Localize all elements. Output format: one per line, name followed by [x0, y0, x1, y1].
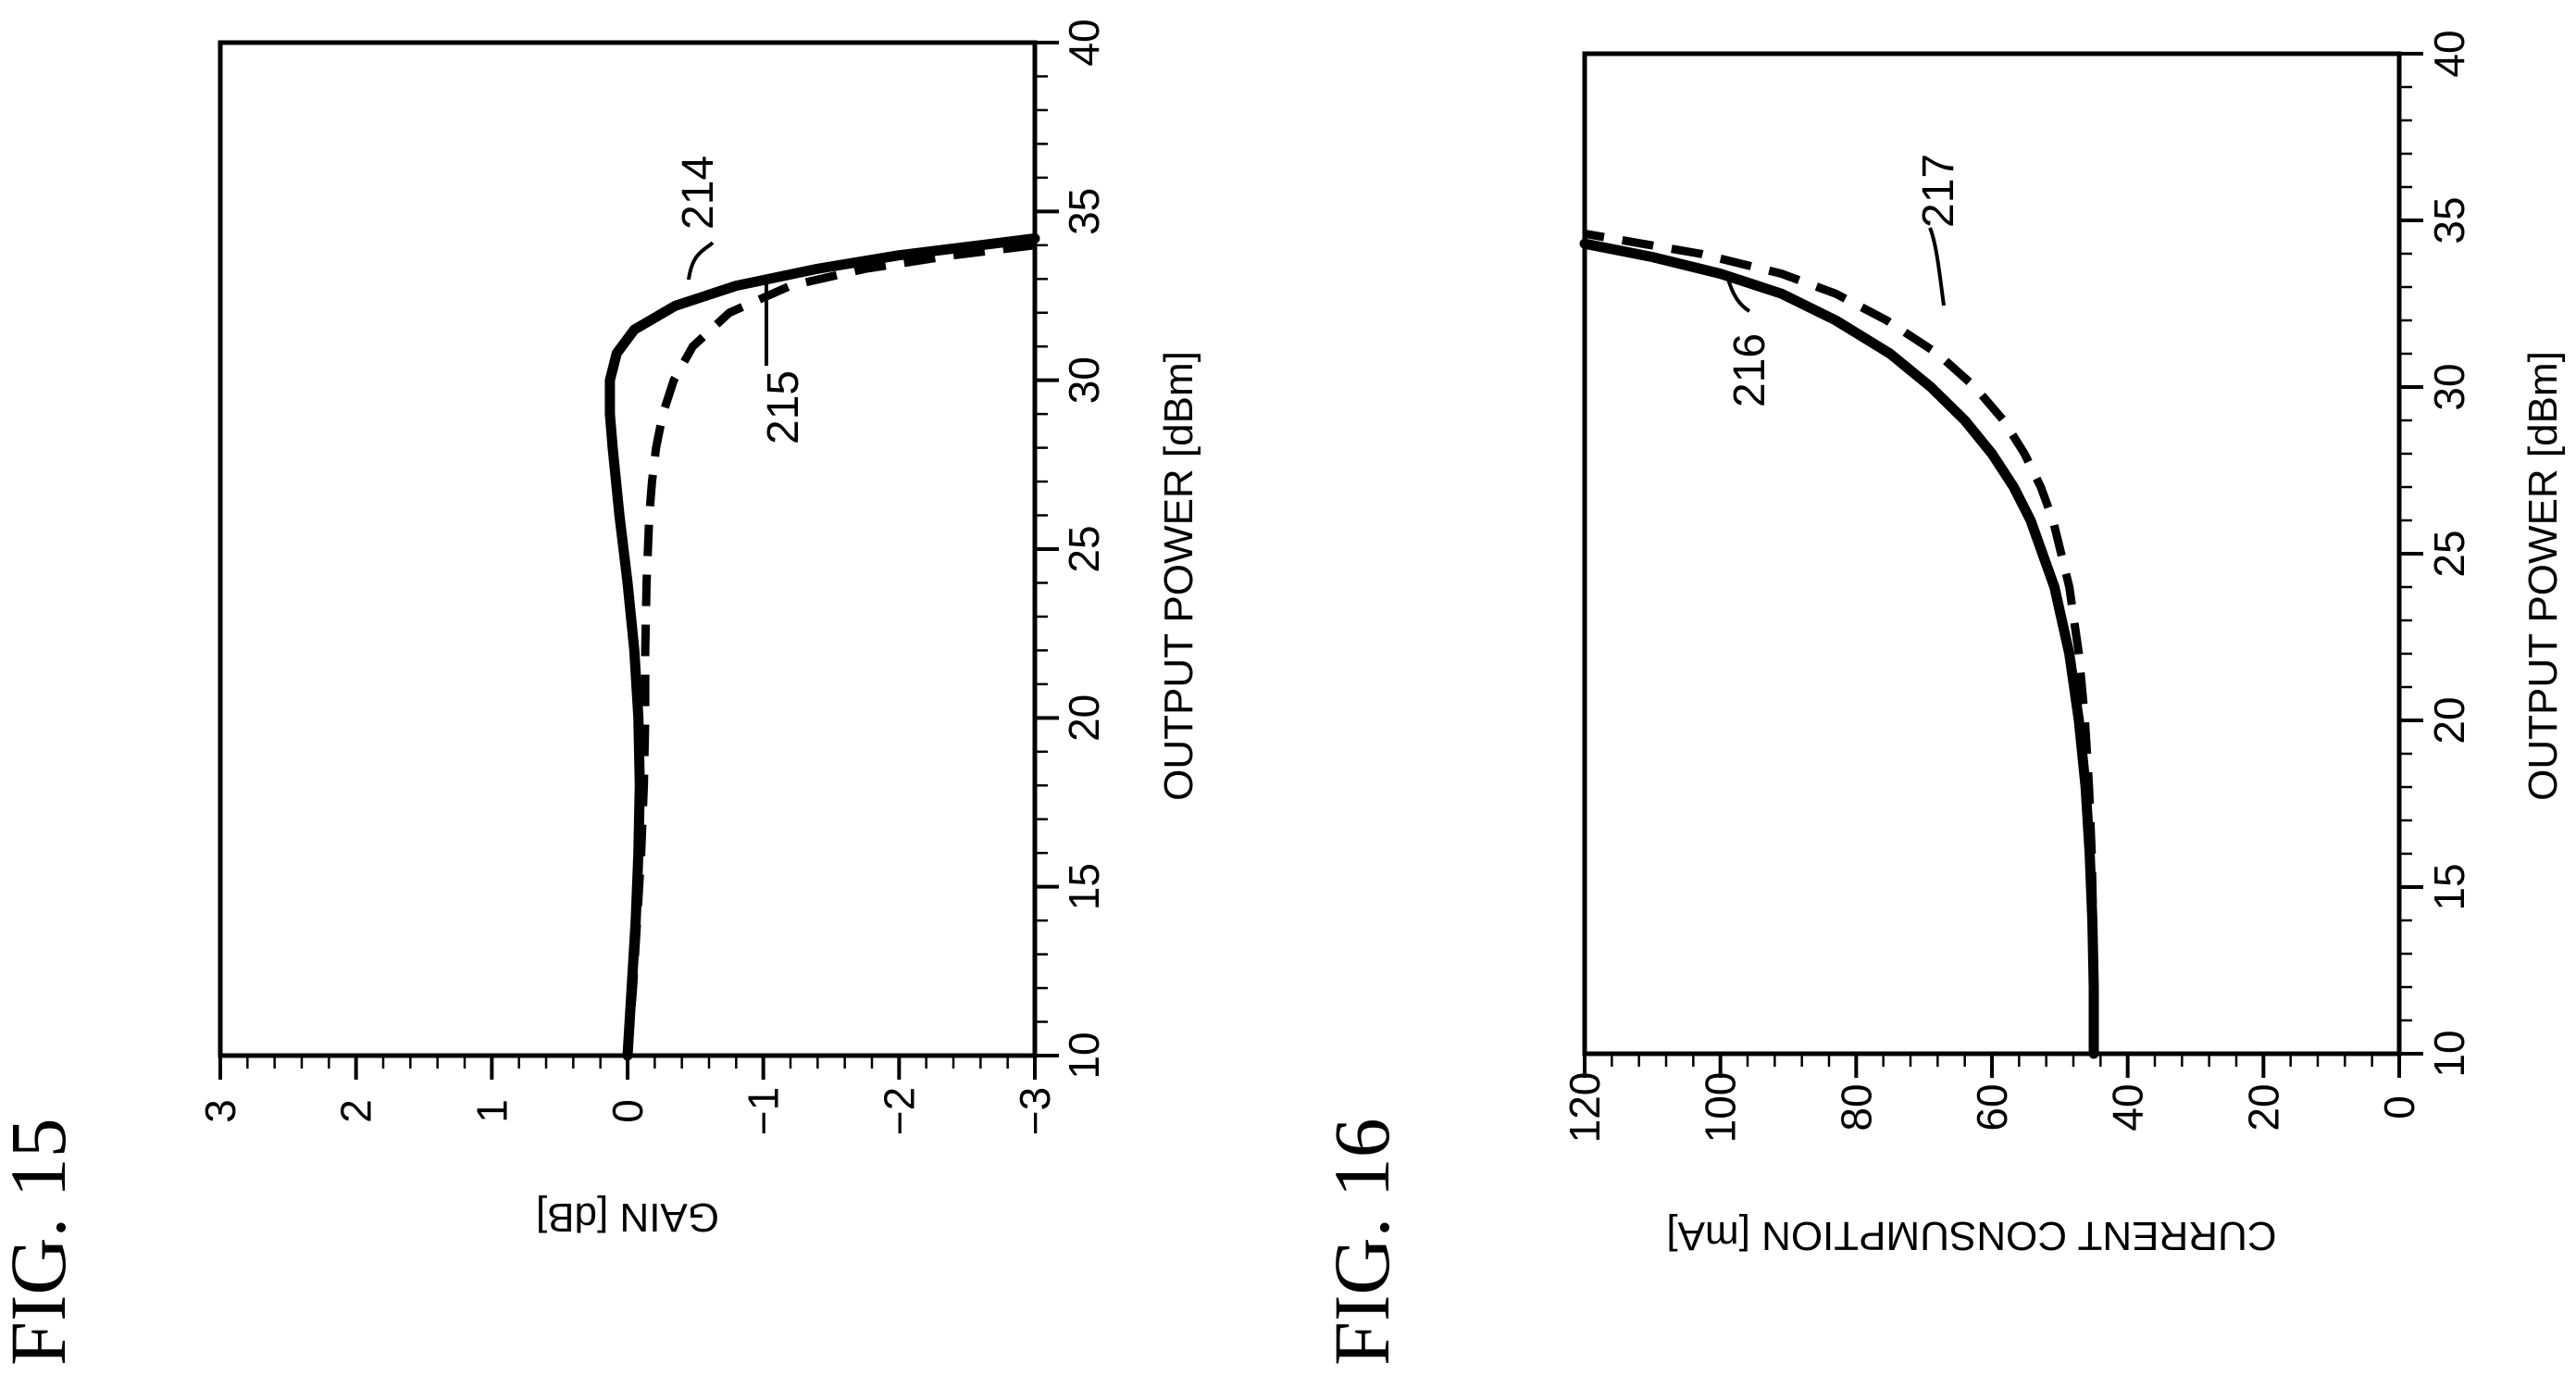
fig16-y-tick-label: 40: [2104, 1083, 2152, 1131]
fig15-y-tick-label: −3: [1011, 1087, 1059, 1135]
fig16-y-tick-label: 120: [1561, 1072, 1609, 1144]
fig16-x-tick-label: 10: [2425, 1030, 2473, 1077]
fig15-series-214-line: [604, 233, 1040, 1061]
fig15-series-215-line: [623, 241, 1036, 1057]
fig16-y-axis-title: CURRENT CONSUMPTION [mA]: [1666, 1213, 2276, 1258]
fig16-chart: 10 15 20 25 30 35 40 120 100 80 60 40 20 0 OUTPUT POW…: [1561, 30, 2566, 1258]
fig16-callout-217-leader: [1928, 227, 1946, 306]
fig15-y-tick-label: 0: [604, 1099, 652, 1123]
fig15-x-tick-label: 40: [1060, 19, 1108, 66]
fig16-x-axis-title: OUTPUT POWER [dBm]: [2520, 351, 2566, 801]
fig15-y-tick-label: −1: [740, 1087, 788, 1135]
fig15-x-axis-title: OUTPUT POWER [dBm]: [1156, 351, 1201, 801]
fig16-plot-frame: [1582, 51, 2402, 1057]
fig16-x-tick-label: 20: [2425, 696, 2473, 744]
fig16-y-tick-label: 20: [2239, 1083, 2287, 1131]
fig16-y-tick-label: 0: [2375, 1095, 2423, 1119]
fig15-callout-214: 214: [674, 156, 723, 230]
fig16-y-tick-label: 100: [1697, 1072, 1745, 1144]
fig16-series-217-line: [1584, 229, 2098, 1054]
fig16-x-tick-label: 15: [2425, 863, 2473, 910]
fig16-tick-marks: [1583, 52, 2423, 1078]
fig16-x-tick-label: 35: [2425, 196, 2473, 244]
fig15-x-tick-label: 35: [1060, 188, 1108, 235]
fig15-y-tick-label: 1: [467, 1099, 516, 1123]
fig15-x-tick-label: 25: [1060, 525, 1108, 572]
fig15-x-tick-label: 30: [1060, 356, 1108, 404]
fig16-tick-labels: 10 15 20 25 30 35 40 120 100 80 60 40 20 0: [1561, 30, 2473, 1143]
fig15-y-tick-label: −2: [875, 1087, 923, 1135]
fig16-y-tick-label: 60: [1968, 1083, 2016, 1131]
fig16-callout-216-leader: [1725, 275, 1751, 313]
fig16-x-tick-label: 30: [2425, 363, 2473, 410]
fig15-callout-214-leader: [687, 241, 715, 281]
fig15-y-axis-title: GAIN [dB]: [536, 1194, 719, 1240]
fig15-x-tick-label: 15: [1060, 863, 1108, 910]
fig15-x-tick-label: 20: [1060, 694, 1108, 742]
fig16-label: FIG. 16: [1317, 1118, 1406, 1366]
fig15-series: [604, 233, 1040, 1061]
fig16-callout-216: 216: [1725, 333, 1774, 407]
fig16-x-tick-label: 25: [2425, 530, 2473, 577]
fig15-callout-215: 215: [759, 370, 808, 444]
fig16-series-216-line: [1579, 238, 2099, 1059]
fig16-x-tick-label: 40: [2425, 30, 2473, 77]
fig15-tick-marks: [218, 41, 1059, 1080]
fig16-figure: FIG. 16 10 15 20 25 30 35 40 120 100 80 60 40 20 0 OU…: [1317, 30, 2566, 1366]
fig16-y-tick-label: 80: [1832, 1083, 1880, 1131]
fig15-label: FIG. 15: [0, 1118, 82, 1366]
fig15-y-tick-label: 3: [196, 1099, 244, 1123]
fig15-y-tick-label: 2: [332, 1099, 380, 1123]
fig16-series: [1579, 229, 2099, 1059]
fig15-x-tick-label: 10: [1060, 1032, 1108, 1079]
fig16-callout-217: 217: [1914, 154, 1963, 228]
